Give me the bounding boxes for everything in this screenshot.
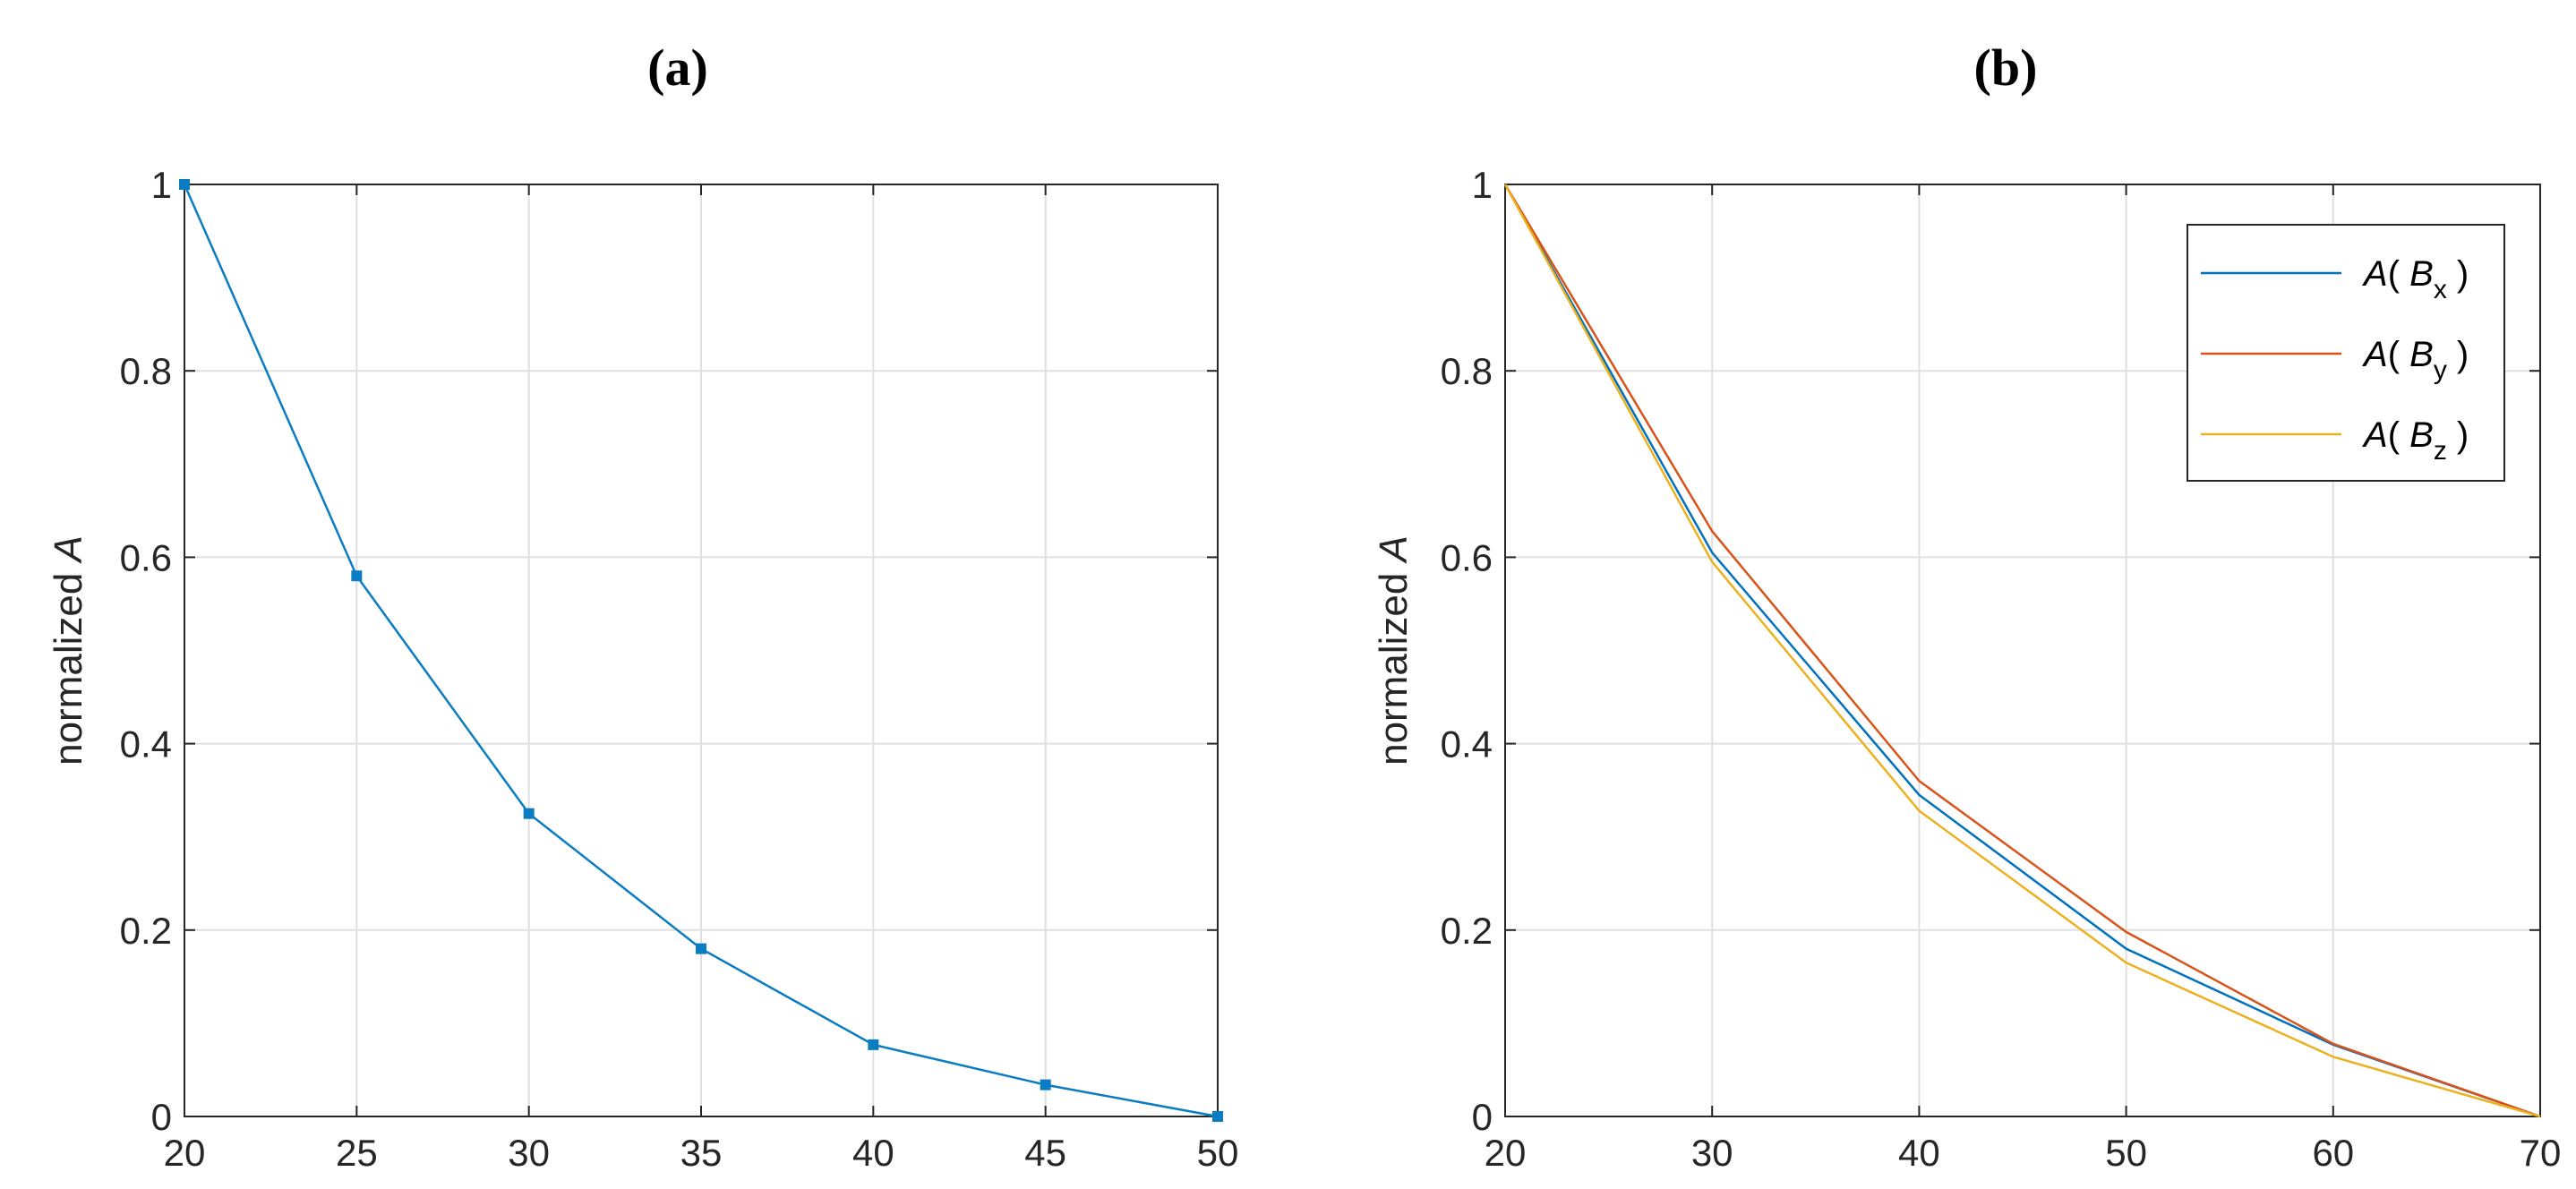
legend-label-a: A: [2362, 335, 2388, 374]
legend-label-paren: (: [2388, 335, 2409, 374]
panel-title: (b): [1974, 38, 2038, 97]
x-tick-label: 35: [680, 1132, 723, 1174]
legend-label-b: B: [2409, 254, 2434, 294]
x-axis-label-var: h: [638, 1187, 660, 1189]
axes-box: [1504, 184, 2541, 1117]
legend-label-sub: x: [2434, 275, 2447, 304]
x-axis-label: h (mm): [1960, 1187, 2084, 1189]
legend-label-close: ): [2447, 415, 2469, 455]
legend-label-a: A: [2362, 415, 2388, 455]
legend-label-paren: (: [2388, 254, 2409, 294]
x-axis-label-var: h: [1960, 1187, 1981, 1189]
panel-title: (a): [647, 38, 708, 97]
data-point-marker: [179, 179, 190, 190]
chart-panel-a: (a) 20 25 30 35 40 45 50 0 0.2 0.4 0.6 0.8 1 h (mm) nor…: [47, 38, 1238, 1189]
x-tick-label: 30: [508, 1132, 550, 1174]
legend-label-sub: z: [2434, 436, 2447, 466]
legend-label-1: A( By ): [2362, 335, 2469, 385]
y-axis-label-text: normalized: [47, 561, 90, 765]
y-axis-label-text: normalized: [1372, 561, 1416, 765]
y-tick-label: 0.2: [120, 910, 172, 952]
chart-panel-b: (b) 20 30 40 50 60 70 0 0.2 0.4 0.6 0.8 1 h (mm) norma…: [1372, 38, 2561, 1189]
x-tick-label: 25: [336, 1132, 378, 1174]
y-tick-label: 0.4: [120, 723, 172, 766]
x-axis-label-unit: (mm): [661, 1187, 764, 1189]
x-tick-label: 60: [2312, 1132, 2354, 1174]
y-tick-label: 1: [1472, 164, 1493, 206]
y-axis-label-var: A: [47, 535, 90, 564]
legend-label-b: B: [2409, 335, 2434, 374]
y-tick-label: 0.8: [120, 350, 172, 392]
legend-label-sub: y: [2434, 355, 2447, 385]
y-tick-label: 0.8: [1441, 350, 1493, 392]
legend-label-2: A( Bz ): [2362, 415, 2469, 466]
legend-label-b: B: [2409, 415, 2434, 455]
series-line-2: [1503, 184, 2541, 1118]
x-axis-label: h (mm): [638, 1187, 763, 1189]
legend-label-paren: (: [2388, 415, 2409, 455]
y-axis-label: normalized A: [47, 535, 90, 766]
data-point-marker: [351, 570, 363, 582]
legend: A( Bx )A( By )A( Bz ): [2187, 224, 2505, 482]
data-point-marker: [696, 943, 706, 954]
y-axis-label-var: A: [1372, 535, 1416, 564]
series-line-1: [1503, 184, 2541, 1118]
y-tick-label: 0.2: [1441, 910, 1493, 952]
y-tick-label: 0: [151, 1096, 172, 1138]
x-tick-label: 30: [1691, 1132, 1733, 1174]
y-tick-label: 0.4: [1441, 723, 1493, 766]
legend-label-close: ): [2447, 335, 2469, 374]
x-tick-label: 50: [2105, 1132, 2147, 1174]
x-tick-label: 70: [2520, 1132, 2562, 1174]
legend-label-a: A: [2362, 254, 2388, 294]
x-tick-label: 40: [1898, 1132, 1940, 1174]
x-tick-label: 20: [1485, 1132, 1527, 1174]
axes-box: [184, 184, 1219, 1117]
legend-label-close: ): [2447, 254, 2469, 294]
data-point-marker: [868, 1039, 879, 1050]
y-tick-label: 0.6: [120, 536, 172, 578]
x-tick-label: 50: [1197, 1132, 1239, 1174]
x-tick-label: 40: [852, 1132, 894, 1174]
x-tick-label: 45: [1024, 1132, 1066, 1174]
y-tick-label: 0.6: [1441, 536, 1493, 578]
legend-label-0: A( Bx ): [2362, 254, 2469, 304]
x-axis-label-unit: (mm): [1982, 1187, 2085, 1189]
y-axis-label: normalized A: [1372, 535, 1416, 766]
data-point-marker: [1040, 1079, 1051, 1091]
x-tick-label: 20: [164, 1132, 206, 1174]
y-tick-label: 0: [1472, 1096, 1493, 1138]
y-tick-label: 1: [151, 164, 172, 206]
data-point-marker: [1212, 1111, 1223, 1122]
data-point-marker: [523, 808, 535, 819]
